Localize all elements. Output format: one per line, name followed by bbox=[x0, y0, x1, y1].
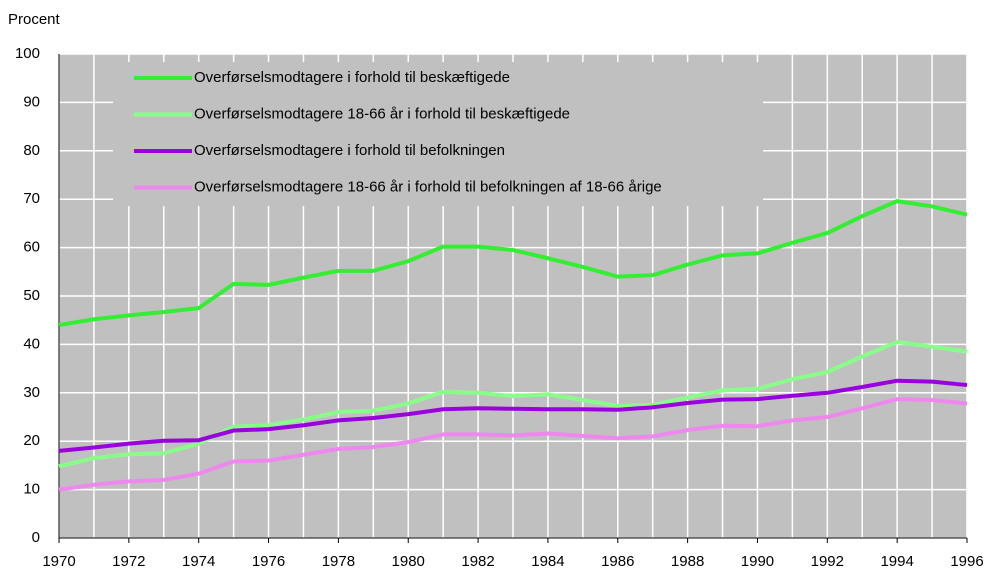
y-tick-label: 0 bbox=[32, 529, 40, 546]
x-tick-label: 1980 bbox=[392, 553, 425, 570]
x-tick-label: 1976 bbox=[252, 553, 285, 570]
y-tick-label: 20 bbox=[23, 432, 40, 449]
y-axis-label: Procent bbox=[8, 11, 61, 28]
y-tick-label: 60 bbox=[23, 239, 40, 256]
legend-label: Overførselsmodtagere 18-66 år i forhold … bbox=[194, 178, 662, 195]
legend-label: Overførselsmodtagere i forhold til beskæ… bbox=[194, 69, 510, 86]
x-tick-label: 1970 bbox=[42, 553, 75, 570]
legend-label: Overførselsmodtagere 18-66 år i forhold … bbox=[194, 105, 570, 122]
x-tick-label: 1994 bbox=[880, 553, 913, 570]
y-tick-label: 50 bbox=[23, 287, 40, 304]
x-tick-label: 1974 bbox=[182, 553, 215, 570]
legend-box bbox=[113, 62, 763, 206]
x-tick-label: 1972 bbox=[112, 553, 145, 570]
y-tick-label: 100 bbox=[15, 45, 40, 62]
y-tick-label: 30 bbox=[23, 384, 40, 401]
x-tick-label: 1978 bbox=[322, 553, 355, 570]
x-tick-label: 1982 bbox=[461, 553, 494, 570]
x-tick-label: 1988 bbox=[671, 553, 704, 570]
y-tick-label: 10 bbox=[23, 481, 40, 498]
y-tick-label: 70 bbox=[23, 190, 40, 207]
x-tick-label: 1986 bbox=[601, 553, 634, 570]
y-tick-label: 40 bbox=[23, 335, 40, 352]
legend-label: Overførselsmodtagere i forhold til befol… bbox=[194, 142, 505, 159]
series-line bbox=[58, 397, 968, 492]
x-tick-label: 1990 bbox=[741, 553, 774, 570]
series-line bbox=[58, 199, 968, 328]
x-tick-label: 1996 bbox=[950, 553, 983, 570]
x-tick-label: 1992 bbox=[811, 553, 844, 570]
legend: Overførselsmodtagere i forhold til beskæ… bbox=[113, 62, 763, 206]
series-line bbox=[58, 378, 968, 453]
y-tick-label: 80 bbox=[23, 142, 40, 159]
y-tick-label: 90 bbox=[23, 93, 40, 110]
x-tick-label: 1984 bbox=[531, 553, 564, 570]
